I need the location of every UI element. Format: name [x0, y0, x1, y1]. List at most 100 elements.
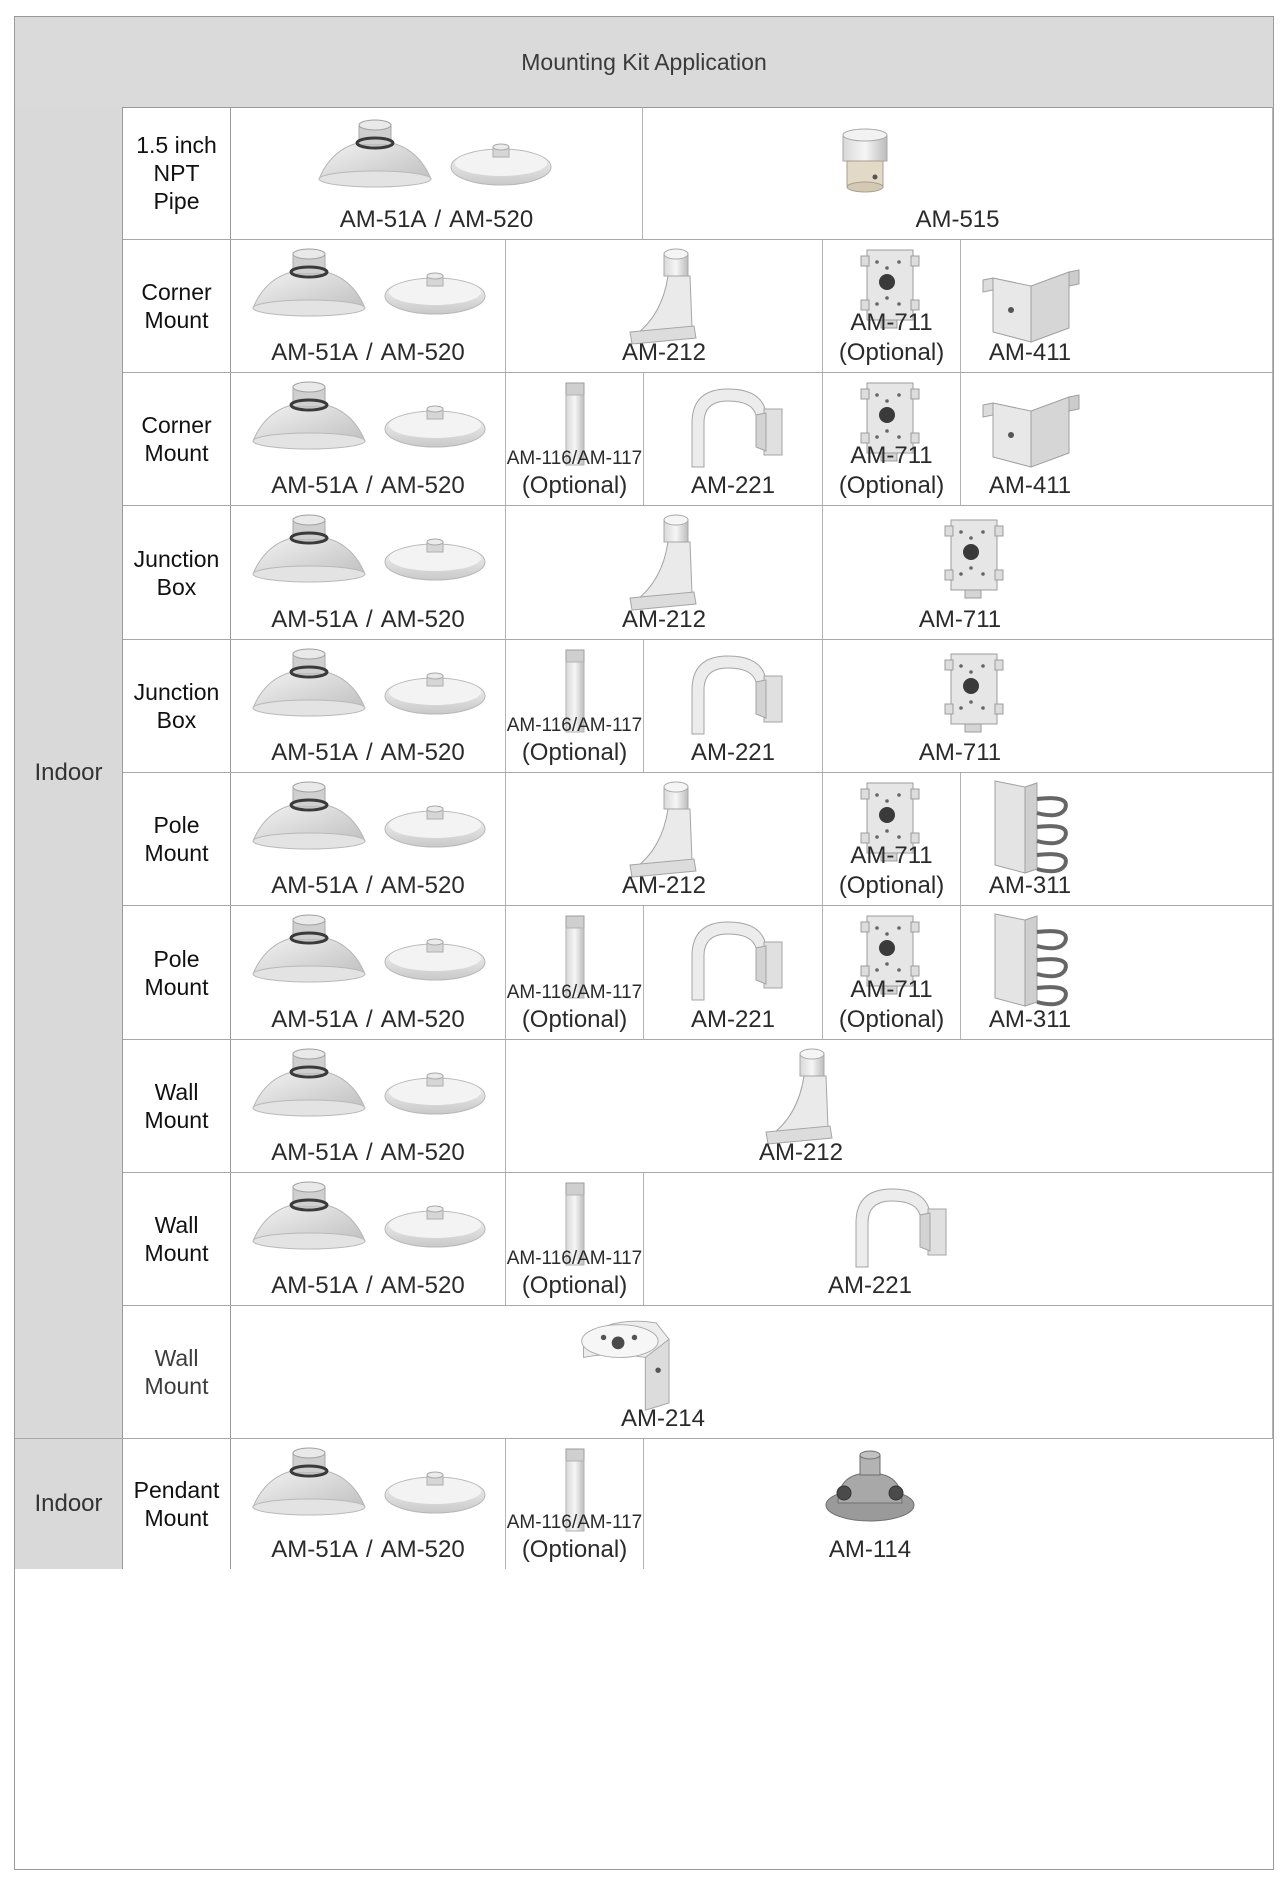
kit-cell-am711-optional: AM-711 (Optional) — [823, 373, 961, 505]
kit-cell-am51a-am520: AM-51A / AM-520 — [231, 1173, 506, 1305]
kit-cell-am221: AM-221 — [644, 906, 823, 1039]
kit-cell-am411: AM-411 — [961, 240, 1273, 372]
kit-cell-am51a-am520: AM-51A / AM-520 — [231, 773, 506, 905]
kit-cell-am51a-am520: AM-51A / AM-520 — [231, 906, 506, 1039]
pendant-mount-image — [820, 1449, 920, 1529]
kit-caption: AM-51A / AM-520 — [271, 872, 465, 899]
type-line: Junction — [133, 679, 220, 705]
kit-caption: AM-212 — [758, 1139, 844, 1166]
kit-cell-am221: AM-221 — [644, 640, 823, 772]
kit-cell-am116-am117-optional: AM-116/AM-117 (Optional) — [506, 1439, 644, 1569]
kit-caption: AM-411 — [988, 472, 1072, 499]
kit-cell-am711: AM-711 — [823, 506, 1273, 639]
pipe-coupler-image — [835, 125, 895, 195]
plate-adapter-image — [383, 262, 487, 318]
kit-caption: AM-711 — [918, 606, 1002, 633]
dome-adapter-image — [249, 1181, 369, 1261]
type-line: Wall — [154, 1079, 199, 1105]
table-frame: Mounting Kit Application Indoor Indoor 1… — [14, 16, 1274, 1870]
mount-type-npt-pipe: 1.5 inch NPT Pipe — [123, 107, 231, 239]
wall-bracket-image — [624, 246, 704, 346]
kit-cell-am114: AM-114 — [644, 1439, 1273, 1569]
kit-caption: AM-311 — [988, 1006, 1072, 1033]
dome-adapter-image — [315, 119, 435, 199]
kit-cell-am116-am117-optional: AM-116/AM-117 (Optional) — [506, 1173, 644, 1305]
kit-caption: AM-711 — [918, 739, 1002, 766]
type-line: Mount — [144, 1107, 209, 1133]
wall-bracket-image — [624, 512, 704, 612]
type-line: 1.5 inch — [136, 132, 217, 158]
table-title: Mounting Kit Application — [15, 17, 1273, 108]
gooseneck-arm-image — [678, 648, 788, 738]
kit-caption: AM-51A / AM-520 — [271, 1006, 465, 1033]
kit-caption: AM-411 — [988, 339, 1072, 366]
type-line: Mount — [144, 440, 209, 466]
type-line: Corner — [141, 279, 212, 305]
kit-cell-am51a-am520: AM-51A / AM-520 — [231, 1439, 506, 1569]
type-line: Box — [156, 707, 197, 733]
plate-adapter-image — [383, 1062, 487, 1118]
type-line: Pole — [153, 945, 200, 972]
plate-adapter-image — [449, 133, 553, 189]
kit-caption: AM-116/AM-117 (Optional) — [506, 982, 643, 1033]
type-line: Pole — [153, 812, 200, 838]
wall-bracket-image — [624, 779, 704, 879]
plate-adapter-image — [383, 662, 487, 718]
kit-caption: AM-114 — [828, 1536, 912, 1563]
kit-cell-am116-am117-optional: AM-116/AM-117 (Optional) — [506, 373, 644, 505]
mount-type-corner: Corner Mount — [123, 240, 231, 372]
kit-caption: AM-711 (Optional) — [838, 442, 945, 499]
kit-caption: AM-116/AM-117 (Optional) — [506, 448, 643, 499]
kit-caption: AM-116/AM-117 (Optional) — [506, 1248, 643, 1299]
plate-adapter-image — [383, 528, 487, 584]
kit-caption: AM-116/AM-117 (Optional) — [506, 1512, 643, 1563]
environment-indoor-pendant: Indoor — [15, 1439, 123, 1569]
type-line: Junction — [133, 545, 220, 572]
kit-caption: AM-212 — [621, 872, 707, 899]
type-line: Mount — [144, 1240, 209, 1266]
kit-cell-am711: AM-711 — [823, 640, 1273, 772]
junction-box-image — [941, 512, 1011, 602]
type-line: Pipe — [153, 188, 200, 214]
wall-bracket-image — [760, 1046, 840, 1146]
kit-cell-am212: AM-212 — [506, 506, 823, 639]
kit-caption: AM-51A / AM-520 — [271, 1272, 465, 1299]
mount-type-junction-box: Junction Box — [123, 640, 231, 772]
kit-caption: AM-116/AM-117 (Optional) — [506, 715, 643, 766]
pole-bracket-image — [985, 777, 1075, 877]
plate-adapter-image — [383, 1195, 487, 1251]
type-line: Wall — [154, 1345, 199, 1371]
dome-adapter-image — [249, 781, 369, 861]
kit-cell-am515: AM-515 — [643, 107, 1273, 239]
kit-caption: AM-212 — [621, 606, 707, 633]
kit-cell-am411: AM-411 — [961, 373, 1273, 505]
kit-cell-am51a-am520: AM-51A / AM-520 — [231, 373, 506, 505]
plate-adapter-image — [383, 928, 487, 984]
kit-caption: AM-51A / AM-520 — [271, 1139, 465, 1166]
type-line: Mount — [144, 973, 209, 1000]
corner-bracket-image — [981, 256, 1081, 346]
kit-caption: AM-221 — [827, 1272, 913, 1299]
kit-cell-am212: AM-212 — [506, 773, 823, 905]
kit-cell-am51a-am520: AM-51A / AM-520 — [231, 1040, 506, 1172]
kit-cell-am311: AM-311 — [961, 906, 1273, 1039]
mount-type-junction-box: Junction Box — [123, 506, 231, 639]
kit-caption: AM-711 (Optional) — [838, 309, 945, 366]
kit-cell-am51a-am520: AM-51A / AM-520 — [231, 506, 506, 639]
kit-cell-am212: AM-212 — [506, 240, 823, 372]
kit-caption: AM-711 (Optional) — [838, 976, 945, 1033]
kit-cell-am51a-am520: AM-51A / AM-520 — [231, 640, 506, 772]
mount-type-wall: Wall Mount — [123, 1040, 231, 1172]
kit-caption: AM-51A / AM-520 — [271, 1536, 465, 1563]
kit-caption: AM-51A / AM-520 — [271, 339, 465, 366]
dome-adapter-image — [249, 381, 369, 461]
corner-bracket-image — [981, 381, 1081, 471]
pole-bracket-image — [985, 910, 1075, 1010]
mount-type-pendant: Pendant Mount — [123, 1439, 231, 1569]
kit-caption: AM-311 — [988, 872, 1072, 899]
type-line: Mount — [144, 307, 209, 333]
type-line: NPT — [153, 160, 200, 186]
kit-cell-am221: AM-221 — [644, 373, 823, 505]
kit-caption: AM-51A / AM-520 — [271, 472, 465, 499]
kit-caption: AM-221 — [690, 739, 776, 766]
